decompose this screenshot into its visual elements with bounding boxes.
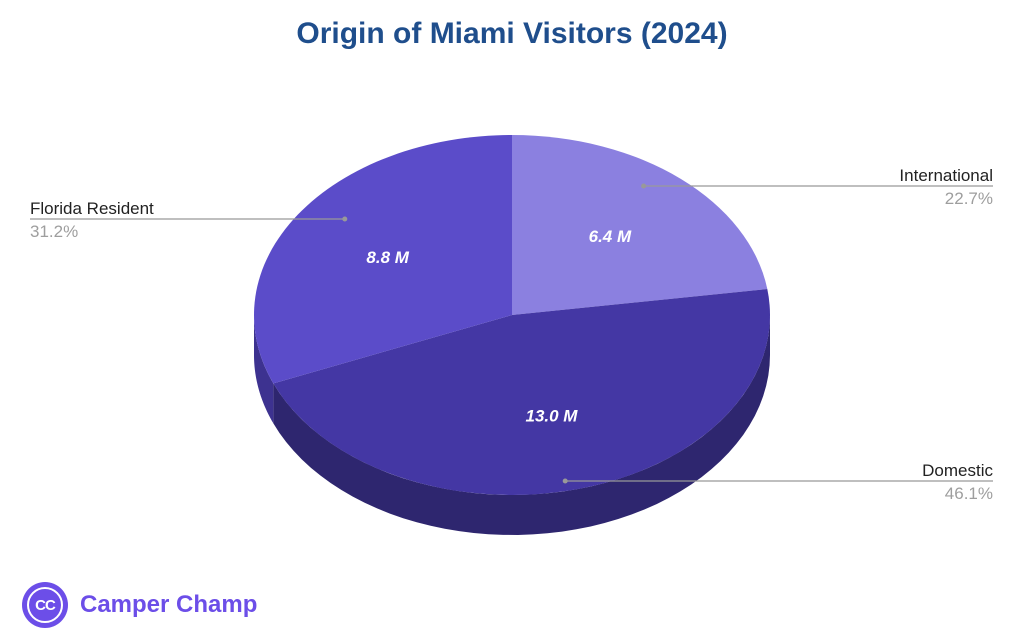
brand: CC Camper Champ <box>22 582 257 628</box>
percent-label-florida-resident: 31.2% <box>30 222 78 241</box>
brand-logo-text: CC <box>27 587 63 623</box>
pie-side-domestic <box>273 315 770 535</box>
pie-top <box>254 135 770 495</box>
pie-slice-florida-resident <box>254 135 512 384</box>
pie-slice-international <box>512 135 768 315</box>
percent-label-domestic: 46.1% <box>945 484 993 503</box>
category-label-domestic: Domestic <box>922 461 993 480</box>
pie-value-labels: 6.4 M 13.0 M 8.8 M <box>366 227 632 426</box>
brand-name: Camper Champ <box>80 591 258 618</box>
pie-outside-labels: International 22.7% Domestic 46.1% Florida R… <box>30 166 993 503</box>
category-label-florida-resident: Florida Resident <box>30 199 154 218</box>
value-label-international: 6.4 M <box>589 227 632 246</box>
percent-label-international: 22.7% <box>945 189 993 208</box>
pie-side-florida-resident <box>254 315 274 424</box>
chart-title: Origin of Miami Visitors (2024) <box>296 17 728 50</box>
value-label-domestic: 13.0 M <box>526 407 579 426</box>
category-label-international: International <box>899 166 993 185</box>
pie-slice-domestic <box>273 289 770 495</box>
value-label-florida-resident: 8.8 M <box>366 248 409 267</box>
brand-logo-icon: CC <box>22 582 68 628</box>
pie-sides <box>254 315 770 535</box>
